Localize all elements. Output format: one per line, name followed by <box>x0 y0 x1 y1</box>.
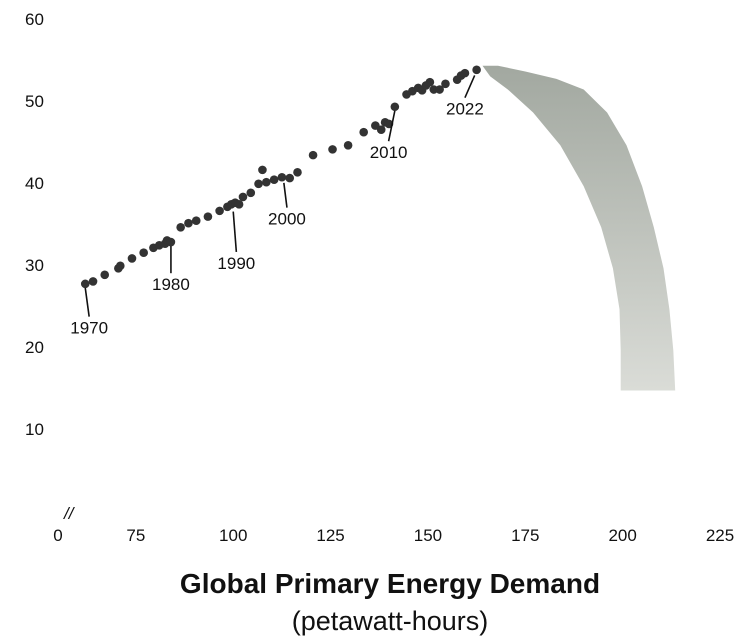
annotation-year-label: 1970 <box>70 319 108 338</box>
x-tick-label: 150 <box>414 526 442 545</box>
data-point <box>460 68 470 78</box>
annotation-leader-line <box>283 182 288 208</box>
x-tick-label: 175 <box>511 526 539 545</box>
x-axis-ticks: 0 75 100 125 150 175 200 225 <box>53 526 734 545</box>
y-tick-label: 20 <box>25 338 44 357</box>
data-point <box>390 102 400 112</box>
y-tick-label: 60 <box>25 10 44 29</box>
data-point <box>234 200 244 209</box>
annotation-year-label: 2010 <box>370 143 408 162</box>
annotation-year-label: 2022 <box>446 100 484 119</box>
data-point <box>127 254 137 263</box>
annotation-leader-line <box>84 287 90 317</box>
data-point <box>277 172 287 182</box>
data-point <box>166 237 176 247</box>
data-point <box>441 79 450 89</box>
data-point <box>246 188 256 198</box>
data-point <box>203 212 213 221</box>
data-point <box>254 179 263 189</box>
x-tick-label: 200 <box>608 526 636 545</box>
y-tick-label: 40 <box>25 174 44 193</box>
data-point <box>238 192 248 202</box>
data-point <box>472 65 481 75</box>
y-tick-label: 10 <box>25 420 44 439</box>
y-tick-label: 30 <box>25 256 44 275</box>
data-point <box>308 150 318 160</box>
data-point <box>100 270 110 280</box>
annotation-year-label: 1980 <box>152 275 190 294</box>
annotation-year-label: 2000 <box>268 210 306 229</box>
data-point <box>215 206 224 216</box>
data-point <box>80 279 90 289</box>
data-point <box>425 77 435 87</box>
annotation-leader-line <box>464 75 476 99</box>
year-annotations: 1970 1980 1990 2000 2010 2022 <box>70 75 484 338</box>
data-point <box>269 175 279 185</box>
data-point <box>293 168 302 177</box>
projection-band <box>482 65 676 391</box>
data-point <box>435 85 444 94</box>
x-tick-label: 75 <box>126 526 145 545</box>
data-point <box>328 145 337 154</box>
data-point <box>88 277 98 286</box>
data-point <box>176 222 185 232</box>
x-axis-break-mark: // <box>63 504 76 523</box>
data-points <box>80 65 481 289</box>
data-point <box>262 177 271 187</box>
data-point <box>343 140 353 150</box>
data-point <box>258 165 267 175</box>
y-axis-ticks: 10 20 30 40 50 60 <box>25 10 44 439</box>
annotation-year-label: 1990 <box>217 254 255 273</box>
x-axis-title: Global Primary Energy Demand <box>179 568 601 599</box>
data-point <box>184 218 193 228</box>
data-point <box>376 125 386 134</box>
x-tick-label: 225 <box>706 526 734 545</box>
annotation-leader-line <box>232 211 238 252</box>
data-point <box>359 127 368 137</box>
data-point <box>191 216 201 226</box>
data-point <box>139 248 148 257</box>
y-tick-label: 50 <box>25 92 44 111</box>
x-tick-label: 100 <box>219 526 247 545</box>
x-axis-subtitle: (petawatt-hours) <box>291 606 489 636</box>
data-point <box>285 173 295 183</box>
data-point <box>116 261 125 271</box>
annotation-leader-line <box>387 110 396 142</box>
x-tick-label: 0 <box>53 526 62 545</box>
x-tick-label: 125 <box>316 526 344 545</box>
